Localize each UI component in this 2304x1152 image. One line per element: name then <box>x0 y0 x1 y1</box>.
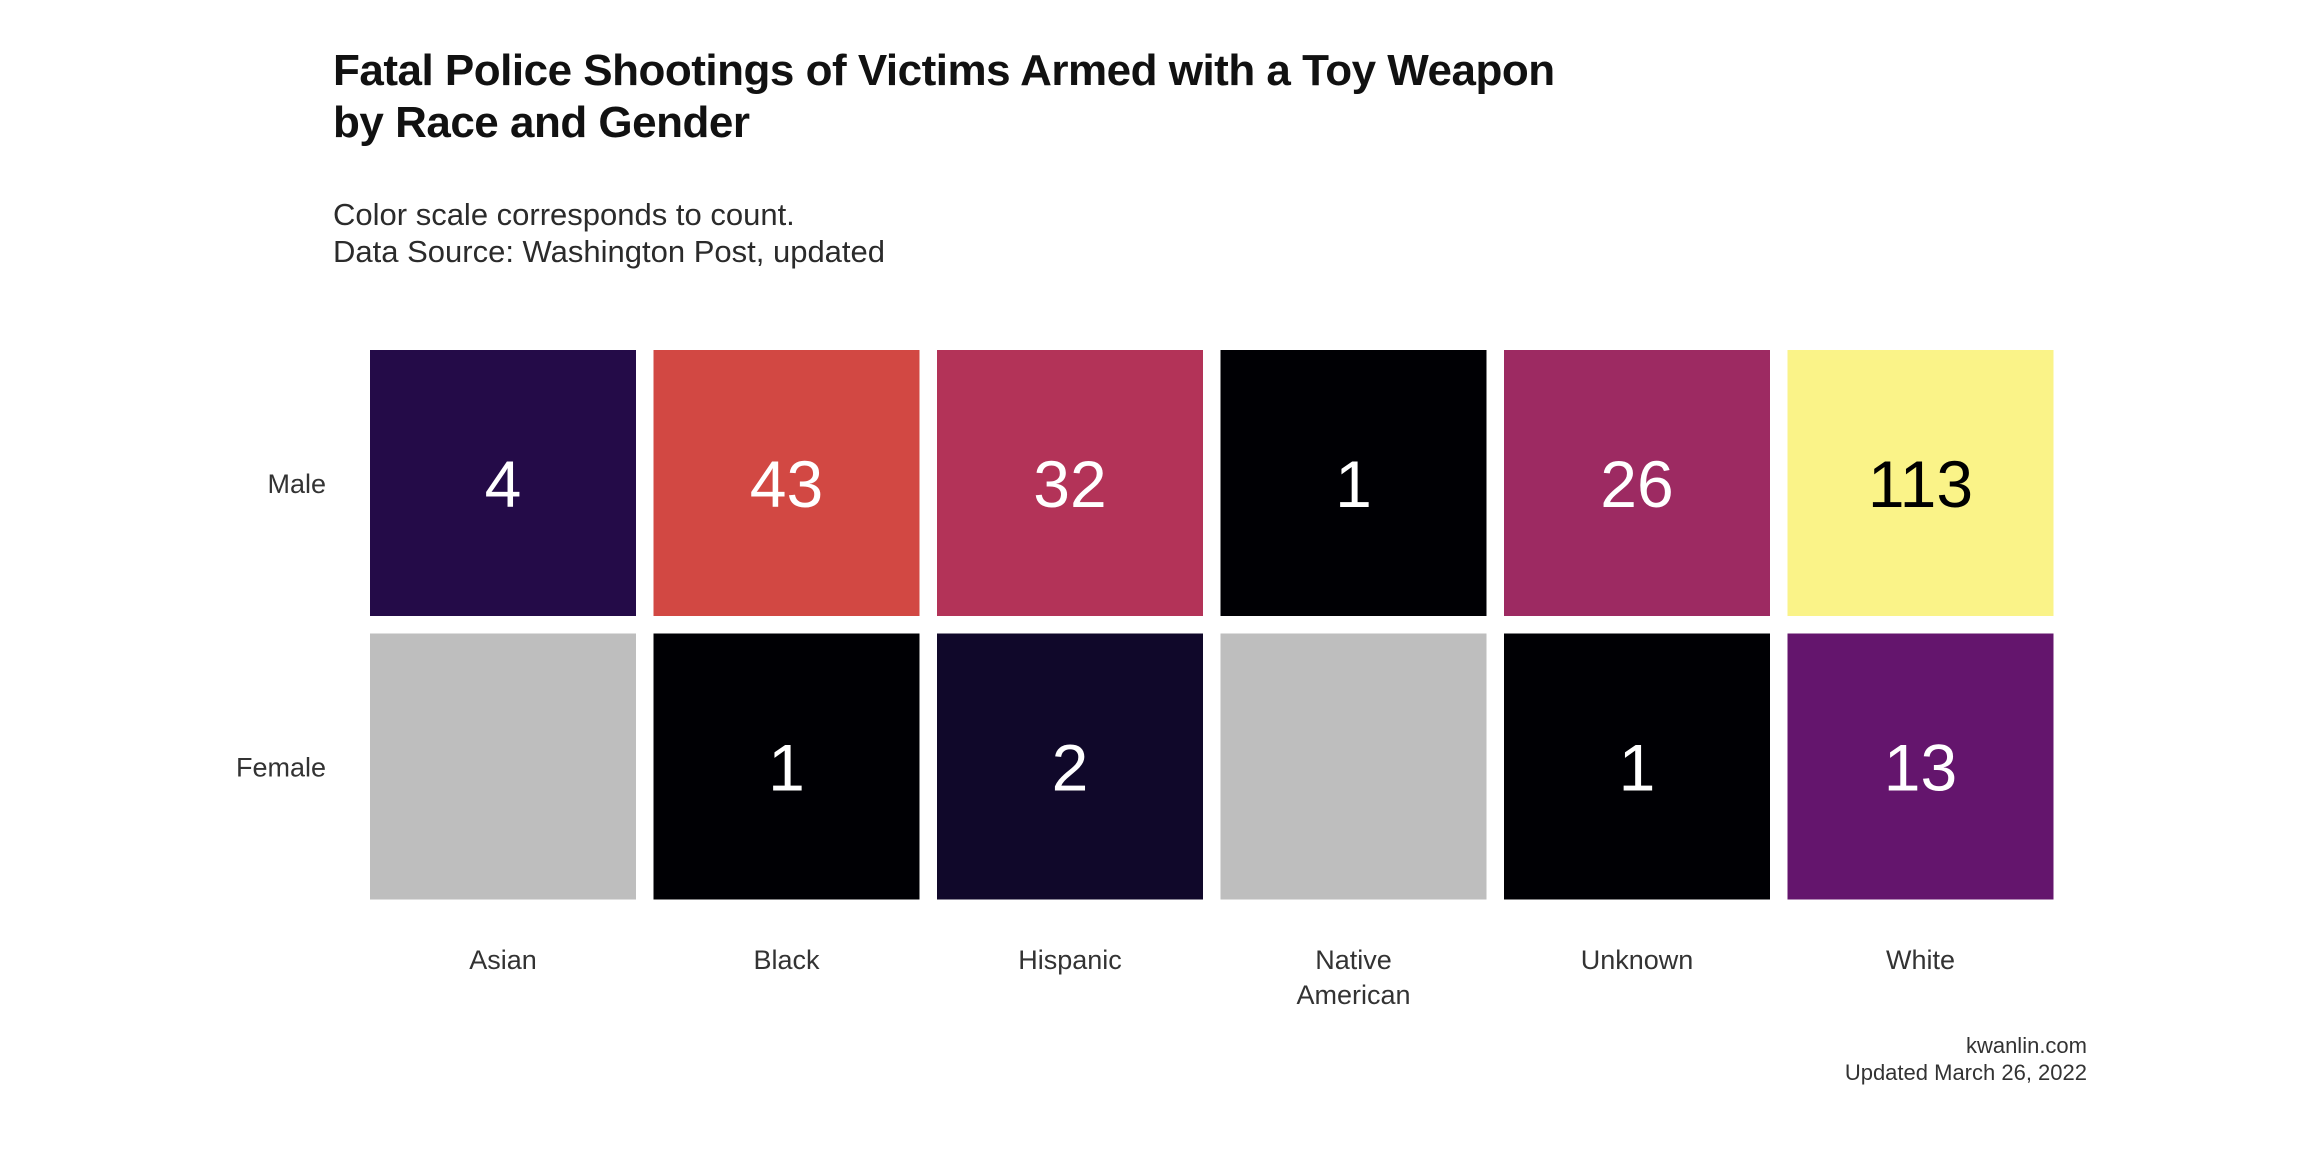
heatmap-cell-male-asian <box>370 350 636 616</box>
y-tick-label-male: Male <box>267 469 326 499</box>
heatmap-cell-male-white <box>1787 350 2054 616</box>
heatmap-cell-male-native-american <box>1220 350 1487 616</box>
cell-value-label-male-asian: 4 <box>485 447 522 521</box>
x-tick-label-asian: Asian <box>469 945 537 975</box>
chart-title-line-1: Fatal Police Shootings of Victims Armed … <box>333 46 1555 95</box>
x-tick-label-unknown: Unknown <box>1581 945 1694 975</box>
x-tick-label-native-american-line-2: American <box>1296 980 1410 1010</box>
heatmap-cell-female-native-american <box>1220 633 1487 900</box>
x-tick-label-black: Black <box>753 945 820 975</box>
cell-value-label-male-native-american: 1 <box>1335 447 1372 521</box>
cell-value-label-male-hispanic: 32 <box>1033 447 1106 521</box>
cell-value-label-female-black: 1 <box>768 731 805 805</box>
heatmap-cell-female-white <box>1787 633 2054 900</box>
chart-subtitle-line-1: Color scale corresponds to count. <box>333 197 795 232</box>
x-tick-label-white: White <box>1886 945 1955 975</box>
cell-value-label-female-hispanic: 2 <box>1052 731 1089 805</box>
x-tick-label-hispanic: Hispanic <box>1018 945 1122 975</box>
heatmap-cell-female-unknown <box>1504 633 1770 900</box>
heatmap-cell-male-hispanic <box>937 350 1203 616</box>
y-tick-label-female: Female <box>236 753 326 783</box>
cell-value-label-male-unknown: 26 <box>1600 447 1673 521</box>
cell-value-label-male-white: 113 <box>1868 447 1973 521</box>
heatmap-cell-male-unknown <box>1504 350 1770 616</box>
chart-subtitle-line-2: Data Source: Washington Post, updated <box>333 234 886 269</box>
heatmap-cell-female-black <box>653 633 920 900</box>
caption-site: kwanlin.com <box>1965 1033 2087 1058</box>
caption-updated: Updated March 26, 2022 <box>1844 1060 2087 1085</box>
chart-title-line-2: by Race and Gender <box>333 98 750 147</box>
heatmap-cell-female-asian <box>370 633 636 900</box>
cell-value-label-female-unknown: 1 <box>1619 731 1656 805</box>
x-tick-label-native-american-line-1: Native <box>1315 945 1392 975</box>
heatmap-cell-female-hispanic <box>937 633 1203 900</box>
cell-value-label-male-black: 43 <box>750 447 823 521</box>
heatmap-cell-male-black <box>653 350 920 616</box>
cell-value-label-female-white: 13 <box>1884 731 1957 805</box>
